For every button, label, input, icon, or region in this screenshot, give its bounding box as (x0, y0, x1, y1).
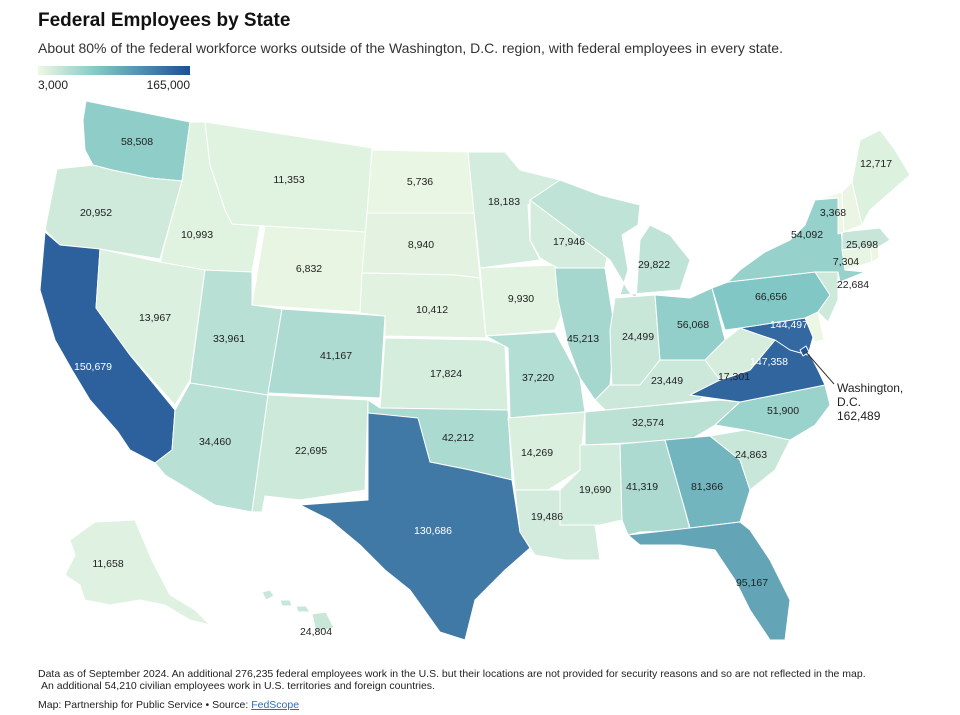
label-LA: 19,486 (531, 511, 563, 523)
label-MI: 29,822 (638, 259, 670, 271)
label-MS: 19,690 (579, 484, 611, 496)
label-OH: 56,068 (677, 319, 709, 331)
label-MN: 18,183 (488, 196, 520, 208)
label-WI: 17,946 (553, 236, 585, 248)
label-SD: 8,940 (408, 239, 434, 251)
label-TX: 130,686 (414, 525, 452, 537)
state-HI[interactable] (261, 589, 335, 633)
label-WY: 6,832 (296, 263, 322, 275)
label-MT: 11,353 (273, 174, 304, 186)
label-CT: 7,304 (833, 256, 859, 268)
label-GA: 81,366 (691, 481, 723, 493)
label-PA: 66,656 (755, 291, 787, 303)
label-KY: 23,449 (651, 375, 683, 387)
map-subtitle: About 80% of the federal workforce works… (38, 40, 783, 56)
credit-line: Map: Partnership for Public Service • So… (38, 699, 299, 711)
footnote: Data as of September 2024. An additional… (38, 668, 938, 692)
legend-gradient-bar (38, 66, 190, 75)
label-VT: 3,368 (820, 207, 846, 219)
footnote-line1: Data as of September 2024. An additional… (38, 668, 866, 680)
label-CA: 150,679 (74, 361, 112, 373)
label-WA: 58,508 (121, 136, 153, 148)
label-MD: 144,497 (770, 319, 808, 331)
dc-callout-line1: Washington, (837, 381, 904, 395)
label-ND: 5,736 (407, 176, 433, 188)
state-MA[interactable] (841, 227, 891, 251)
label-AL: 41,319 (626, 481, 658, 493)
label-NC: 51,900 (767, 405, 799, 417)
legend-max-label: 165,000 (146, 78, 190, 92)
label-AR: 14,269 (521, 447, 553, 459)
state-KS[interactable] (379, 337, 509, 411)
label-OK: 42,212 (442, 432, 474, 444)
state-AR[interactable] (507, 411, 586, 496)
label-IA: 9,930 (508, 293, 534, 305)
state-FL[interactable] (627, 521, 791, 641)
label-NM: 22,695 (295, 445, 327, 457)
label-VA: 147,358 (750, 356, 788, 368)
dc-callout-label: Washington, D.C. 162,489 (837, 381, 903, 423)
color-legend: 3,000 165,000 (38, 66, 190, 92)
label-MO: 37,220 (522, 372, 554, 384)
credit-prefix: Map: Partnership for Public Service • So… (38, 699, 252, 711)
state-OR[interactable] (44, 164, 183, 260)
state-ME[interactable] (851, 129, 911, 226)
label-MA: 25,698 (846, 239, 878, 251)
label-AK: 11,658 (92, 558, 123, 570)
state-MN[interactable] (467, 151, 561, 269)
label-OR: 20,952 (80, 207, 112, 219)
label-SC: 24,863 (735, 449, 767, 461)
label-HI: 24,804 (300, 626, 332, 638)
label-FL: 95,167 (736, 577, 768, 589)
state-TX[interactable] (299, 412, 531, 641)
label-ME: 12,717 (860, 158, 892, 170)
dc-callout-leader-line (805, 351, 835, 385)
label-TN: 32,574 (632, 417, 664, 429)
label-CO: 41,167 (320, 350, 352, 362)
legend-min-label: 3,000 (38, 78, 69, 92)
label-ID: 10,993 (181, 229, 213, 241)
dc-callout-value: 162,489 (837, 409, 881, 423)
state-CO[interactable] (267, 308, 386, 399)
label-NJ: 22,684 (837, 279, 869, 291)
label-IN: 24,499 (622, 331, 654, 343)
map-title: Federal Employees by State (38, 10, 291, 31)
label-WV: 17,301 (718, 371, 750, 383)
label-NE: 10,412 (416, 304, 448, 316)
state-NV[interactable] (95, 248, 206, 406)
label-UT: 33,961 (213, 333, 245, 345)
label-KS: 17,824 (430, 368, 462, 380)
label-NV: 13,967 (139, 312, 171, 324)
state-AK[interactable] (64, 519, 211, 626)
state-NE[interactable] (359, 272, 487, 339)
state-VT[interactable] (821, 191, 845, 235)
label-AZ: 34,460 (199, 436, 231, 448)
label-NY: 54,092 (791, 229, 823, 241)
label-IL: 45,213 (567, 333, 599, 345)
source-link[interactable]: FedScope (251, 699, 300, 711)
dc-callout-line2: D.C. (837, 395, 861, 409)
footnote-line2: An additional 54,210 civilian employees … (41, 680, 435, 692)
